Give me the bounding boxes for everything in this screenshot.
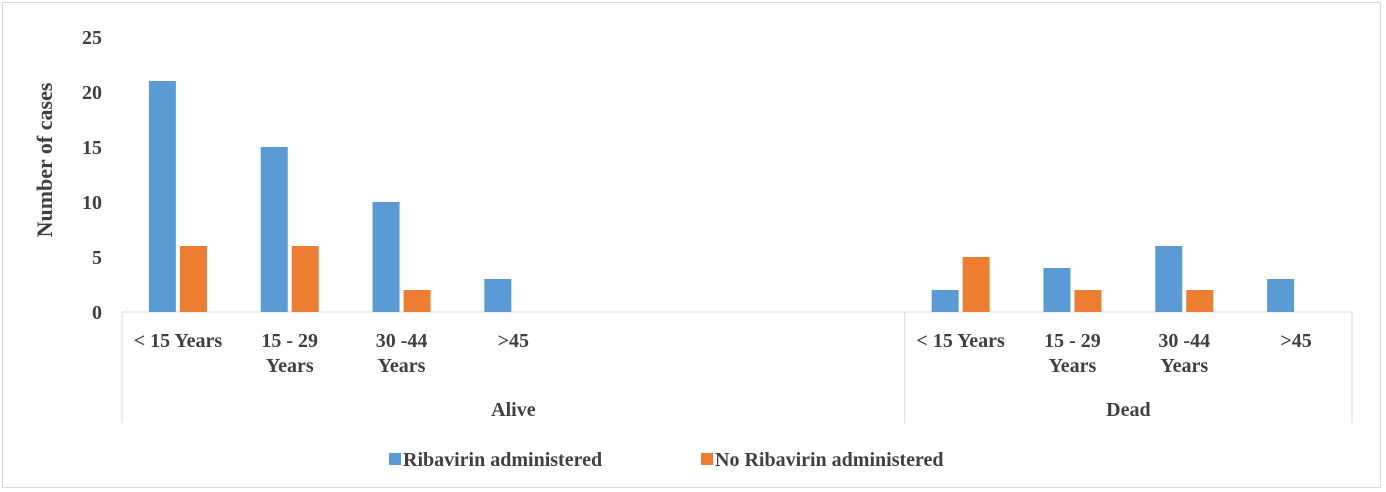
category-label: < 15 Years [916,330,1005,352]
category-label: Years [378,355,426,377]
bar-no-ribavirin [179,246,207,312]
category-label: Years [266,355,314,377]
bar-ribavirin [931,290,959,312]
bar-ribavirin [1043,268,1071,312]
legend-swatch [701,453,713,465]
bar-ribavirin [148,81,176,312]
labels-layer: < 15 Years 15 - 29 Years 30 -44 Years >45 Aliv… [134,330,1312,421]
bar-ribavirin [484,279,512,312]
category-label: >45 [498,330,529,352]
bar-no-ribavirin [962,257,990,312]
legend-label: Ribavirin administered [403,449,602,471]
y-tick-label: 25 [82,27,102,49]
category-label: 30 -44 [376,330,428,352]
bar-no-ribavirin [1074,290,1102,312]
category-label: < 15 Years [134,330,223,352]
category-label: Years [1160,355,1208,377]
bar-ribavirin [372,202,400,312]
category-label: >45 [1280,330,1311,352]
y-tick-label: 10 [82,192,102,214]
bar-no-ribavirin [1186,290,1214,312]
y-tick-label: 20 [82,82,102,104]
category-label: 30 -44 [1158,330,1210,352]
bar-ribavirin [1267,279,1295,312]
y-tick-label: 0 [92,302,102,324]
bar-no-ribavirin [403,290,431,312]
bars-layer [148,81,1295,312]
y-axis-title: Number of cases [32,82,57,237]
category-label: Years [1049,355,1097,377]
legend-swatch [389,453,401,465]
bar-ribavirin [1155,246,1183,312]
bar-no-ribavirin [291,246,319,312]
legend-label: No Ribavirin administered [715,449,944,471]
bar-ribavirin [260,147,288,312]
group-label-dead: Dead [1106,399,1150,421]
legend: Ribavirin administered No Ribavirin admin… [389,449,944,471]
axis-layer: 0 5 10 15 20 25 [82,27,1353,423]
category-label: 15 - 29 [1044,330,1101,352]
y-tick-label: 5 [92,247,102,269]
group-label-alive: Alive [491,399,536,421]
y-tick-label: 15 [82,137,102,159]
category-label: 15 - 29 [261,330,318,352]
